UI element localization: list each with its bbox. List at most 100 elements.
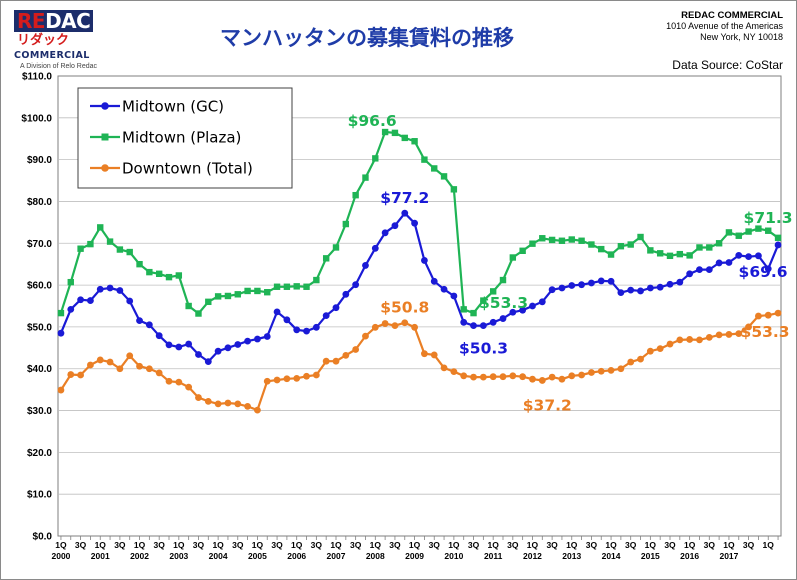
data-point-circle: [460, 318, 468, 326]
data-point-square: [372, 155, 379, 162]
data-point-circle: [254, 335, 261, 343]
data-point-square: [313, 276, 320, 284]
data-point-circle: [263, 333, 271, 340]
data-point-circle: [342, 351, 350, 359]
data-point-circle: [175, 343, 183, 351]
data-point-square: [637, 233, 644, 241]
data-point-square: [303, 283, 310, 290]
data-label: $69.6: [739, 263, 788, 281]
data-label: $53.3: [741, 323, 790, 341]
data-point-circle: [411, 219, 418, 227]
data-point-square: [666, 252, 674, 260]
data-point-square: [205, 298, 212, 306]
data-point-circle: [735, 252, 743, 259]
data-point-circle: [568, 282, 576, 289]
data-point-circle: [430, 277, 438, 285]
data-point-circle: [332, 304, 340, 312]
data-point-circle: [263, 377, 271, 385]
data-point-square: [126, 248, 133, 256]
data-point-square: [106, 238, 114, 245]
x-tick-label-quarter: 3Q: [625, 540, 637, 550]
data-point-square: [381, 128, 389, 136]
x-tick-label-quarter: 1Q: [370, 540, 382, 550]
data-point-circle: [725, 259, 733, 266]
data-point-circle: [96, 285, 104, 293]
data-point-circle: [509, 308, 517, 316]
legend-swatch-marker: [101, 102, 109, 110]
data-point-circle: [224, 399, 232, 407]
data-point-circle: [470, 373, 477, 381]
x-tick-label-year: 2014: [602, 551, 621, 561]
data-point-circle: [627, 358, 635, 366]
legend-entry: Downtown (Total): [122, 160, 253, 178]
data-point-square: [578, 237, 585, 244]
y-tick-label: $70.0: [27, 239, 52, 250]
data-point-circle: [352, 346, 360, 353]
data-point-square: [499, 276, 507, 284]
data-point-square: [539, 235, 546, 242]
data-point-circle: [254, 406, 261, 414]
data-point-circle: [87, 297, 94, 304]
data-point-circle: [755, 252, 762, 260]
data-point-circle: [126, 352, 134, 360]
data-point-circle: [303, 372, 310, 380]
data-point-square: [136, 260, 143, 268]
data-point-square: [627, 241, 634, 248]
data-point-square: [617, 243, 625, 250]
data-point-circle: [774, 241, 782, 249]
data-point-square: [155, 270, 163, 277]
x-tick-label-quarter: 1Q: [212, 540, 224, 550]
data-point-circle: [87, 361, 94, 369]
data-point-circle: [136, 362, 143, 370]
data-point-circle: [421, 350, 428, 358]
data-point-circle: [479, 373, 487, 381]
data-point-square: [185, 302, 192, 310]
data-point-circle: [214, 347, 222, 355]
data-point-square: [431, 165, 438, 172]
data-point-square: [57, 309, 65, 317]
data-point-circle: [165, 377, 173, 385]
data-point-square: [97, 224, 104, 231]
data-point-circle: [371, 323, 379, 331]
data-point-circle: [607, 367, 615, 374]
data-point-circle: [725, 331, 733, 338]
x-tick-label-quarter: 3Q: [507, 540, 519, 550]
data-point-circle: [106, 284, 114, 292]
data-point-circle: [67, 371, 75, 378]
data-point-square: [607, 251, 615, 258]
x-tick-label-quarter: 1Q: [55, 540, 67, 550]
data-point-square: [264, 289, 271, 296]
data-label: $37.2: [523, 396, 572, 414]
y-tick-label: $60.0: [27, 281, 52, 292]
data-point-square: [116, 246, 124, 253]
data-point-square: [745, 228, 752, 235]
data-point-circle: [529, 302, 536, 310]
data-point-circle: [116, 287, 124, 294]
x-tick-label-quarter: 1Q: [723, 540, 735, 550]
data-point-circle: [597, 367, 605, 375]
data-point-circle: [283, 316, 291, 324]
data-point-circle: [519, 306, 527, 314]
data-point-circle: [764, 311, 772, 319]
data-point-circle: [578, 371, 585, 379]
data-point-circle: [342, 290, 350, 298]
data-point-circle: [538, 298, 546, 306]
data-point-square: [529, 240, 536, 247]
y-tick-label: $20.0: [27, 448, 52, 459]
y-tick-label: $50.0: [27, 322, 52, 333]
data-label: $50.8: [380, 299, 429, 317]
data-source: Data Source: CoStar: [672, 58, 783, 72]
data-point-circle: [401, 209, 409, 217]
data-point-square: [234, 291, 241, 298]
data-point-circle: [764, 265, 772, 273]
data-point-circle: [489, 373, 497, 381]
y-tick-label: $10.0: [27, 490, 52, 501]
data-point-circle: [381, 229, 389, 237]
data-point-circle: [696, 336, 703, 344]
x-tick-label-year: 2000: [51, 551, 70, 561]
data-point-circle: [234, 400, 242, 408]
data-point-circle: [568, 372, 576, 380]
data-point-circle: [136, 317, 143, 325]
logo-commercial: COMMERCIAL: [14, 50, 90, 61]
